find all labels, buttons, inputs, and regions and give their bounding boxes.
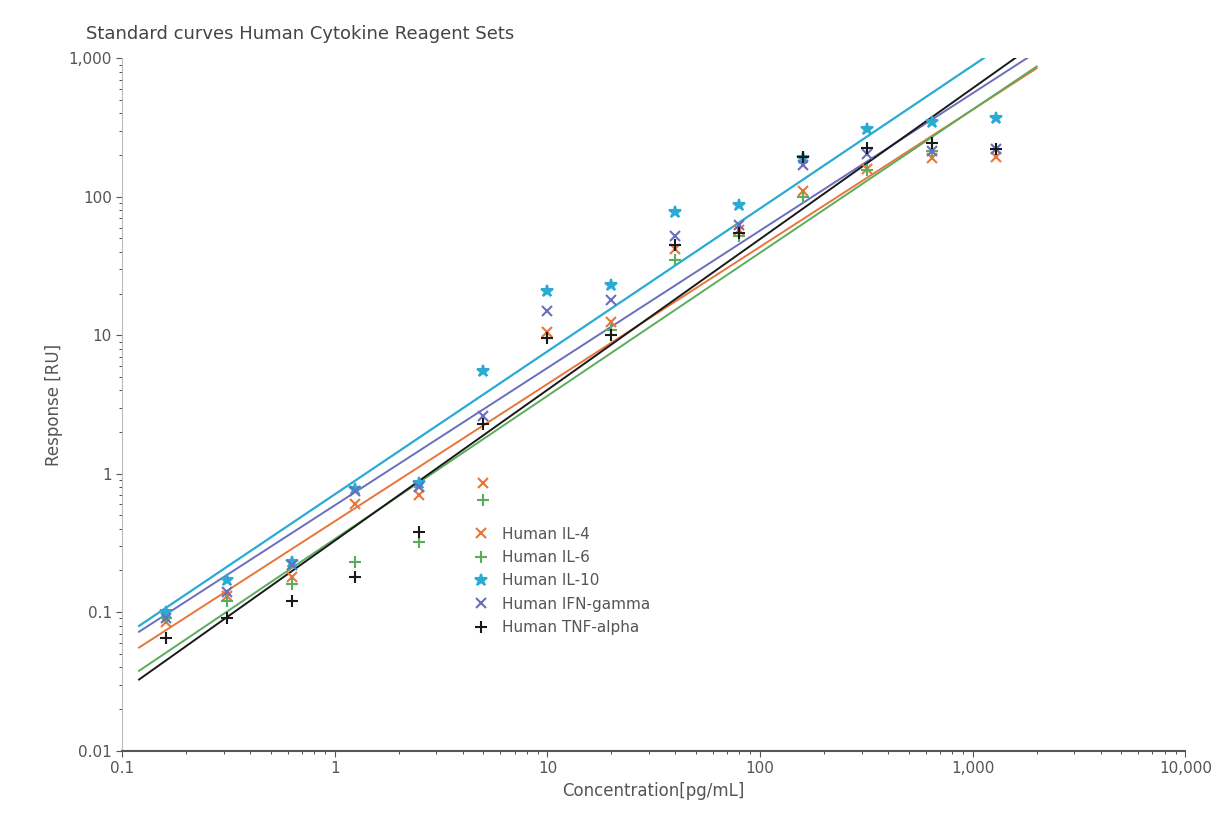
Human TNF-alpha [860,143,875,153]
Human IFN-gamma [732,219,747,229]
Human IL-4 [604,317,618,327]
Human IL-4 [668,244,683,254]
Human IL-10 [412,479,426,489]
Human IL-10 [219,575,233,585]
Human IL-10 [477,366,491,376]
Human IL-6 [860,165,875,175]
Human IL-4 [412,490,426,500]
Y-axis label: Response [RU]: Response [RU] [45,344,62,465]
Human IL-4 [348,500,363,510]
Line: Human IL-4: Human IL-4 [161,152,1001,627]
Human TNF-alpha [924,138,938,148]
Human TNF-alpha [159,633,174,643]
Human IL-6 [412,537,426,547]
Human IL-6 [604,324,618,334]
Legend: Human IL-4, Human IL-6, Human IL-10, Human IFN-gamma, Human TNF-alpha: Human IL-4, Human IL-6, Human IL-10, Hum… [464,519,659,643]
Human IL-6 [924,146,938,156]
Text: Standard curves Human Cytokine Reagent Sets: Standard curves Human Cytokine Reagent S… [86,25,513,43]
Human IL-6 [477,495,491,505]
Human IFN-gamma [668,231,683,241]
Human TNF-alpha [477,419,491,429]
Human IL-10 [860,123,875,133]
Human IL-4 [159,617,174,627]
Human IL-10 [797,153,811,163]
Human IL-10 [285,557,299,567]
X-axis label: Concentration[pg/mL]: Concentration[pg/mL] [562,781,745,800]
Human IFN-gamma [412,482,426,492]
Line: Human IL-6: Human IL-6 [160,143,1001,624]
Human IL-10 [348,484,363,494]
Human IL-6 [668,255,683,265]
Human TNF-alpha [989,144,1003,154]
Line: Human IL-10: Human IL-10 [159,112,1002,618]
Line: Human TNF-alpha: Human TNF-alpha [160,138,1001,644]
Human IL-4 [989,152,1003,162]
Human IL-6 [348,557,363,567]
Human IFN-gamma [477,411,491,421]
Line: Human IFN-gamma: Human IFN-gamma [161,144,1001,623]
Human IL-6 [540,334,555,344]
Human IFN-gamma [860,148,875,158]
Human TNF-alpha [540,334,555,344]
Human IL-4 [477,479,491,489]
Human TNF-alpha [219,614,233,624]
Human TNF-alpha [797,152,811,162]
Human IFN-gamma [159,614,174,624]
Human IL-4 [732,224,747,234]
Human IL-4 [797,186,811,196]
Human IL-6 [732,231,747,241]
Human IFN-gamma [540,306,555,316]
Human IL-4 [540,327,555,337]
Human IL-6 [285,579,299,589]
Human IFN-gamma [219,587,233,597]
Human IL-6 [159,614,174,624]
Human IL-10 [732,199,747,209]
Human IFN-gamma [348,486,363,496]
Human IFN-gamma [285,560,299,570]
Human IL-10 [989,113,1003,123]
Human IL-10 [604,280,618,290]
Human IL-10 [159,607,174,617]
Human IL-10 [668,207,683,217]
Human TNF-alpha [285,596,299,606]
Human IFN-gamma [924,146,938,156]
Human TNF-alpha [412,527,426,537]
Human IFN-gamma [797,160,811,170]
Human IFN-gamma [604,295,618,305]
Human IL-10 [540,286,555,296]
Human TNF-alpha [604,330,618,340]
Human TNF-alpha [732,228,747,238]
Human IL-4 [860,163,875,173]
Human IL-6 [219,596,233,606]
Human TNF-alpha [668,240,683,250]
Human IL-4 [285,572,299,582]
Human IL-10 [924,117,938,127]
Human IL-4 [219,591,233,601]
Human IFN-gamma [989,144,1003,154]
Human TNF-alpha [348,572,363,582]
Human IL-4 [924,153,938,163]
Human IL-6 [797,192,811,202]
Human IL-6 [989,144,1003,154]
